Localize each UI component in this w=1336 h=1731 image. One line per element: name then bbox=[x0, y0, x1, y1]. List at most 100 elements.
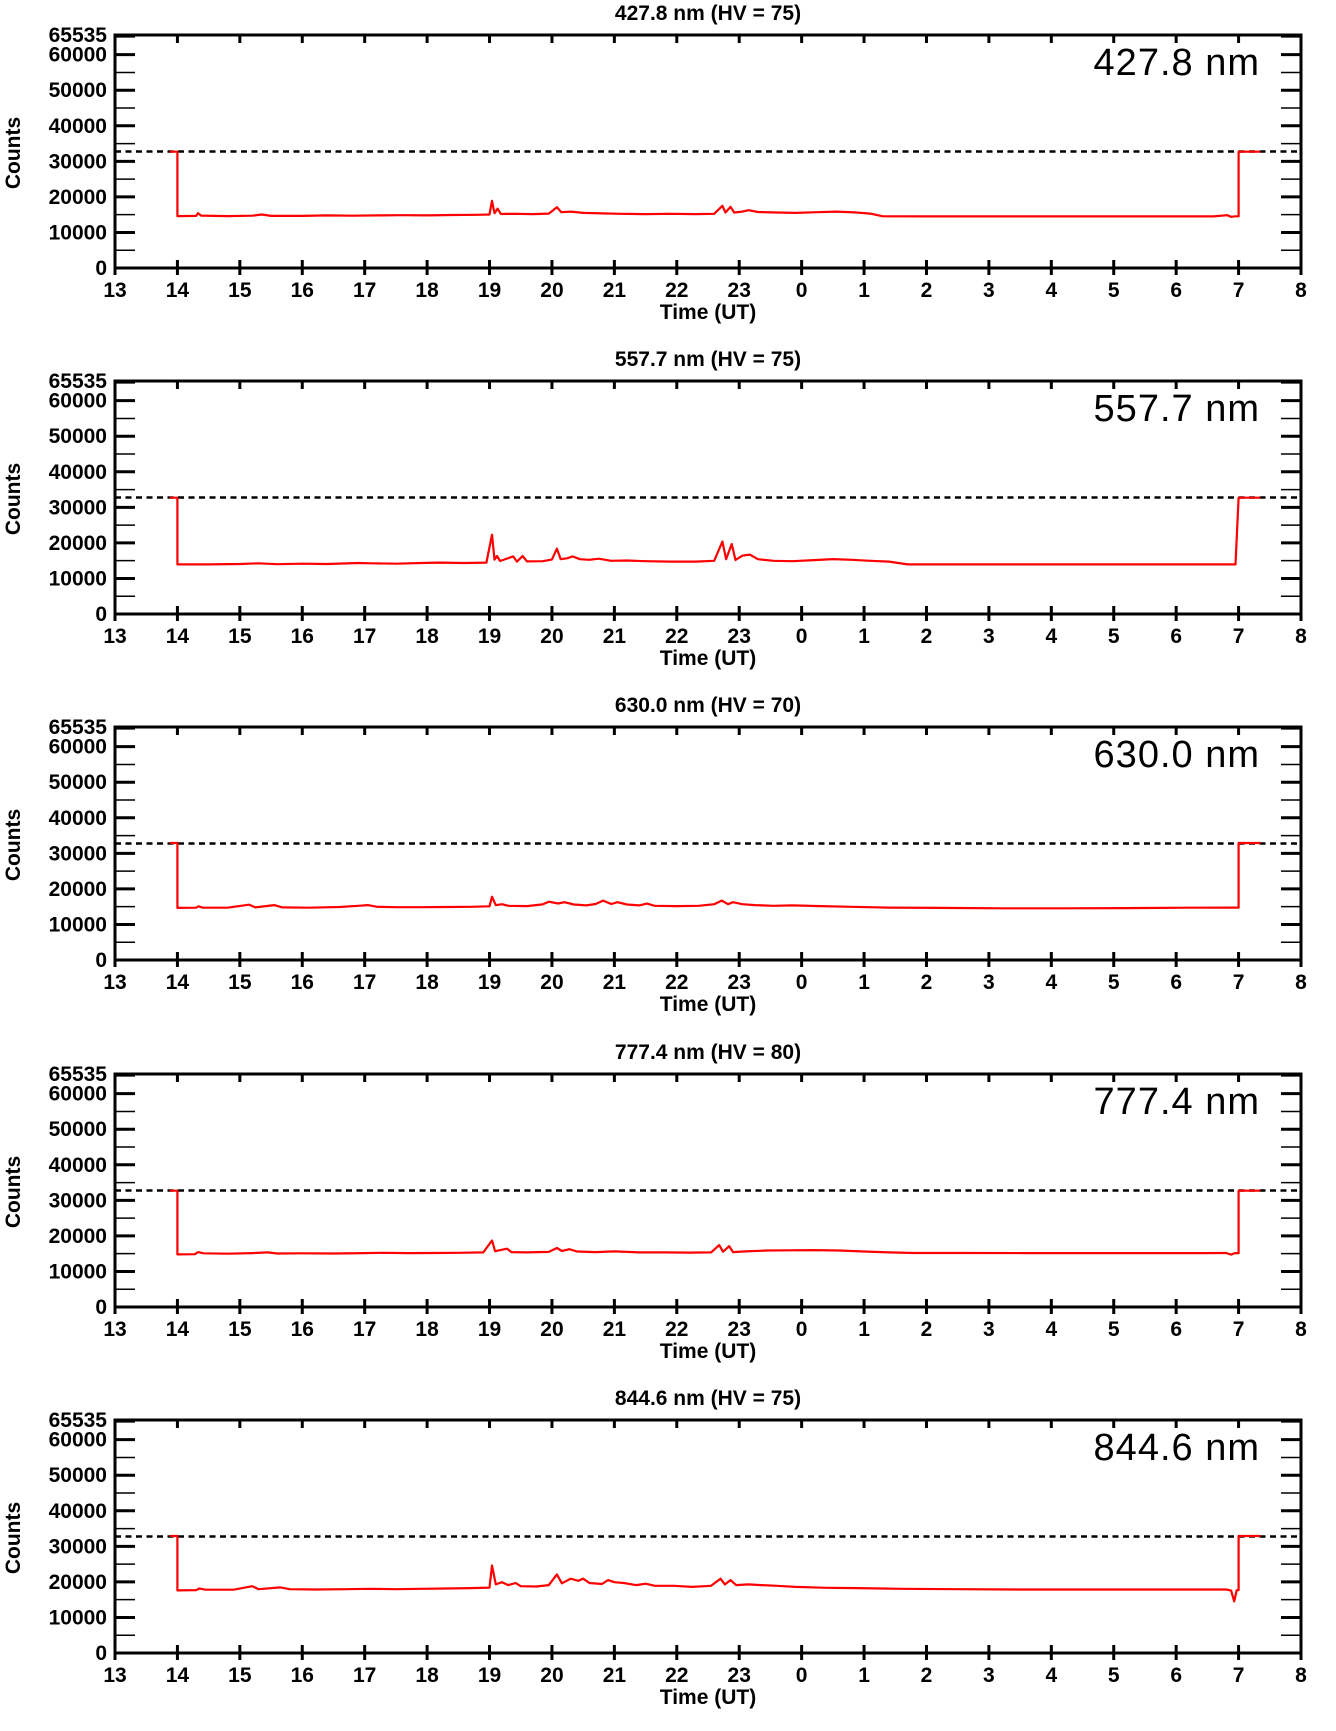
counts-trace bbox=[169, 1534, 1261, 1603]
panel-title: 557.7 nm (HV = 75) bbox=[614, 348, 802, 371]
svg-text:0: 0 bbox=[796, 625, 808, 648]
y-axis-title: Counts bbox=[2, 116, 25, 190]
svg-text:0: 0 bbox=[796, 279, 808, 302]
svg-text:6: 6 bbox=[1170, 971, 1182, 994]
svg-text:20000: 20000 bbox=[49, 532, 107, 555]
chart-panel-557: 0 10000 20000 30000 40000 50000 60000 65535 13 14… bbox=[0, 346, 1336, 692]
svg-text:60000: 60000 bbox=[49, 390, 107, 413]
svg-text:21: 21 bbox=[603, 1318, 627, 1341]
svg-text:7: 7 bbox=[1233, 971, 1245, 994]
svg-text:23: 23 bbox=[728, 279, 751, 302]
chart-panel-844: 0 10000 20000 30000 40000 50000 60000 65535 13 14… bbox=[0, 1385, 1336, 1731]
svg-text:8: 8 bbox=[1295, 971, 1307, 994]
svg-text:17: 17 bbox=[353, 1318, 376, 1341]
svg-text:0: 0 bbox=[796, 1318, 808, 1341]
svg-text:0: 0 bbox=[95, 257, 107, 280]
svg-text:10000: 10000 bbox=[49, 567, 107, 590]
wavelength-label: 777.4 nm bbox=[1093, 1081, 1260, 1123]
svg-text:0: 0 bbox=[95, 1642, 107, 1665]
svg-text:19: 19 bbox=[478, 1664, 501, 1687]
svg-text:2: 2 bbox=[921, 971, 933, 994]
svg-text:8: 8 bbox=[1295, 279, 1307, 302]
svg-text:18: 18 bbox=[415, 279, 439, 302]
svg-text:18: 18 bbox=[415, 971, 439, 994]
svg-text:18: 18 bbox=[415, 625, 439, 648]
svg-text:13: 13 bbox=[103, 971, 126, 994]
svg-text:13: 13 bbox=[103, 1664, 126, 1687]
svg-text:6: 6 bbox=[1170, 279, 1182, 302]
svg-text:20: 20 bbox=[540, 1318, 563, 1341]
svg-text:22: 22 bbox=[665, 625, 688, 648]
svg-text:4: 4 bbox=[1045, 1664, 1057, 1687]
svg-text:13: 13 bbox=[103, 625, 126, 648]
svg-text:17: 17 bbox=[353, 971, 376, 994]
counts-trace bbox=[169, 496, 1261, 566]
svg-text:3: 3 bbox=[983, 625, 995, 648]
svg-text:13: 13 bbox=[103, 1318, 126, 1341]
x-axis-title: Time (UT) bbox=[659, 993, 757, 1016]
svg-text:6: 6 bbox=[1170, 625, 1182, 648]
chart-panel-777: 0 10000 20000 30000 40000 50000 60000 65535 13 14… bbox=[0, 1039, 1336, 1385]
svg-text:20000: 20000 bbox=[49, 1571, 107, 1594]
counts-trace bbox=[169, 1189, 1261, 1256]
svg-text:16: 16 bbox=[291, 279, 314, 302]
chart-panel-427: 0 10000 20000 30000 40000 50000 60000 65535 13 14… bbox=[0, 0, 1336, 346]
svg-text:21: 21 bbox=[603, 279, 627, 302]
svg-text:16: 16 bbox=[291, 1318, 314, 1341]
svg-text:65535: 65535 bbox=[49, 24, 108, 47]
svg-text:19: 19 bbox=[478, 1318, 501, 1341]
svg-text:19: 19 bbox=[478, 971, 501, 994]
svg-text:1: 1 bbox=[858, 971, 870, 994]
y-axis-title: Counts bbox=[2, 1501, 25, 1575]
svg-text:19: 19 bbox=[478, 279, 501, 302]
y-axis-title: Counts bbox=[2, 1155, 25, 1229]
chart-panel-630: 0 10000 20000 30000 40000 50000 60000 65535 13 14… bbox=[0, 692, 1336, 1038]
svg-text:30000: 30000 bbox=[49, 496, 107, 519]
svg-text:4: 4 bbox=[1045, 625, 1057, 648]
svg-text:16: 16 bbox=[291, 971, 314, 994]
svg-text:14: 14 bbox=[166, 279, 190, 302]
svg-text:1: 1 bbox=[858, 1664, 870, 1687]
svg-text:2: 2 bbox=[921, 625, 933, 648]
svg-text:40000: 40000 bbox=[49, 1500, 107, 1523]
svg-text:17: 17 bbox=[353, 1664, 376, 1687]
panel-title: 844.6 nm (HV = 75) bbox=[614, 1387, 802, 1410]
wavelength-label: 557.7 nm bbox=[1093, 388, 1260, 430]
svg-text:23: 23 bbox=[728, 625, 751, 648]
x-axis-title: Time (UT) bbox=[659, 1340, 757, 1363]
x-axis-title: Time (UT) bbox=[659, 647, 757, 670]
panel-title: 630.0 nm (HV = 70) bbox=[614, 694, 802, 717]
svg-text:6: 6 bbox=[1170, 1318, 1182, 1341]
svg-text:20000: 20000 bbox=[49, 1225, 107, 1248]
svg-text:23: 23 bbox=[728, 1664, 751, 1687]
svg-text:4: 4 bbox=[1045, 279, 1057, 302]
svg-text:23: 23 bbox=[728, 1318, 751, 1341]
svg-text:7: 7 bbox=[1233, 1664, 1245, 1687]
svg-text:21: 21 bbox=[603, 971, 627, 994]
svg-text:2: 2 bbox=[921, 1318, 933, 1341]
svg-text:65535: 65535 bbox=[49, 1063, 108, 1086]
y-axis-title: Counts bbox=[2, 462, 25, 536]
svg-text:18: 18 bbox=[415, 1318, 439, 1341]
svg-text:2: 2 bbox=[921, 1664, 933, 1687]
svg-text:7: 7 bbox=[1233, 279, 1245, 302]
svg-text:22: 22 bbox=[665, 1664, 688, 1687]
svg-text:0: 0 bbox=[95, 603, 107, 626]
svg-text:50000: 50000 bbox=[49, 1464, 107, 1487]
counts-trace bbox=[169, 841, 1261, 910]
panel-title: 427.8 nm (HV = 75) bbox=[614, 2, 802, 25]
svg-text:2: 2 bbox=[921, 279, 933, 302]
wavelength-label: 630.0 nm bbox=[1093, 734, 1260, 776]
svg-text:10000: 10000 bbox=[49, 221, 107, 244]
svg-text:22: 22 bbox=[665, 279, 688, 302]
svg-text:20: 20 bbox=[540, 279, 563, 302]
svg-text:65535: 65535 bbox=[49, 370, 108, 393]
svg-text:30000: 30000 bbox=[49, 150, 107, 173]
svg-text:3: 3 bbox=[983, 1664, 995, 1687]
svg-text:7: 7 bbox=[1233, 625, 1245, 648]
svg-text:13: 13 bbox=[103, 279, 126, 302]
svg-text:15: 15 bbox=[228, 1318, 252, 1341]
